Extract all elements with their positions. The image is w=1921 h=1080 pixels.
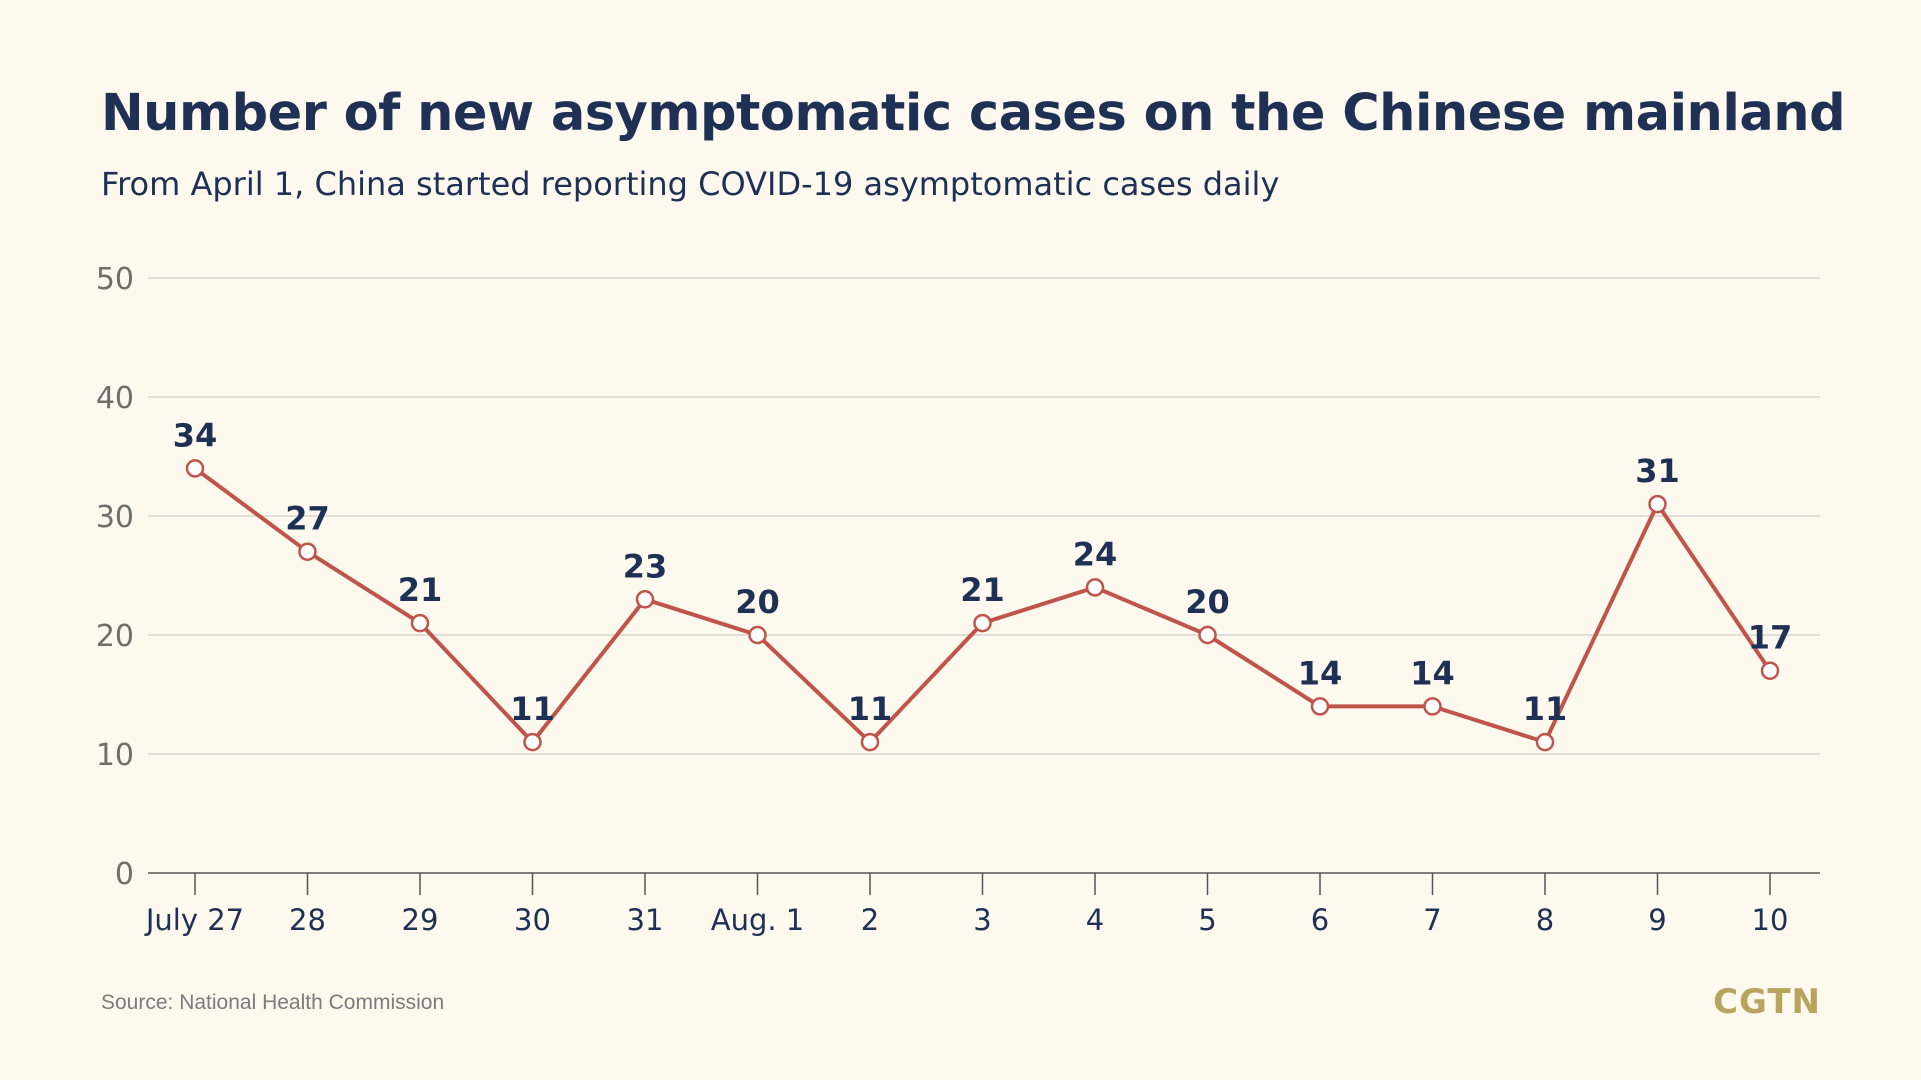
x-tick-label: 10 <box>1752 903 1789 937</box>
data-label: 21 <box>398 571 443 609</box>
x-tick-label: 4 <box>1086 903 1104 937</box>
x-tick-label: 7 <box>1423 903 1441 937</box>
data-point <box>523 732 542 752</box>
y-tick-label: 0 <box>115 857 134 892</box>
x-tick-label: 6 <box>1311 903 1329 937</box>
data-labels: 34 27 21 11 23 20 11 21 24 20 14 14 11 31 17 <box>173 416 1793 728</box>
data-point <box>298 542 317 561</box>
x-tick-label: 2 <box>861 903 879 937</box>
y-tick-label: 20 <box>96 619 134 654</box>
data-label: 11 <box>510 690 555 728</box>
data-series <box>185 459 1780 752</box>
data-label: 24 <box>1073 535 1118 573</box>
x-tick-label: 30 <box>514 903 551 937</box>
data-label: 17 <box>1748 619 1793 657</box>
data-label: 20 <box>1185 583 1230 621</box>
x-tick-label: July 27 <box>144 903 244 937</box>
data-label: 23 <box>623 547 668 585</box>
x-tick-label: 31 <box>627 903 664 937</box>
x-tick-label: 3 <box>973 903 991 937</box>
data-label: 11 <box>848 690 893 728</box>
data-point <box>1760 661 1780 680</box>
gridlines <box>148 277 1820 755</box>
data-point <box>860 732 880 752</box>
data-label: 14 <box>1298 654 1343 692</box>
data-point <box>410 613 430 633</box>
y-axis: 0 10 20 30 40 50 <box>96 262 134 892</box>
data-label: 34 <box>173 416 218 454</box>
data-point <box>1423 697 1442 716</box>
x-tick-label: 28 <box>289 903 326 937</box>
data-point <box>1535 732 1555 752</box>
x-tick-label: 5 <box>1198 903 1216 937</box>
y-tick-label: 30 <box>96 500 134 535</box>
cgtn-logo: CGTN <box>1713 982 1821 1022</box>
data-point <box>635 590 655 609</box>
y-tick-label: 50 <box>96 262 134 297</box>
x-tick-label: 29 <box>402 903 439 937</box>
data-label: 27 <box>285 500 330 538</box>
data-label: 14 <box>1410 654 1455 692</box>
data-point <box>1198 625 1217 645</box>
chart-title: Number of new asymptomatic cases on the … <box>101 84 1846 143</box>
data-point <box>185 459 205 478</box>
y-tick-label: 10 <box>96 738 134 773</box>
data-label: 20 <box>735 583 780 621</box>
data-label: 11 <box>1523 690 1568 728</box>
x-tick-label: 9 <box>1648 903 1666 937</box>
data-label: 31 <box>1635 452 1680 490</box>
y-tick-label: 40 <box>96 381 134 416</box>
chart-subtitle: From April 1, China started reporting CO… <box>101 165 1280 203</box>
data-label: 21 <box>960 571 1005 609</box>
data-point <box>1085 578 1105 597</box>
x-axis: July 27 28 29 30 31 Aug. 1 2 3 4 5 6 7 8 9 10 <box>144 872 1820 937</box>
source-note: Source: National Health Commission <box>101 991 445 1014</box>
data-point <box>1310 697 1330 716</box>
data-point <box>973 613 992 633</box>
x-tick-label: 8 <box>1536 903 1554 937</box>
data-point <box>1648 494 1667 514</box>
data-point <box>748 625 767 645</box>
x-tick-label: Aug. 1 <box>711 903 805 937</box>
